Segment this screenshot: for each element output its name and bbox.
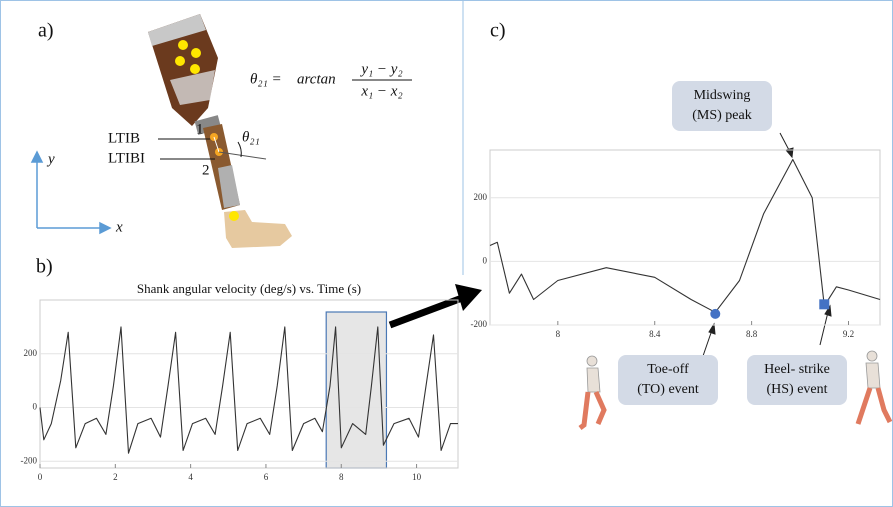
x-tick-label: 10 — [412, 472, 422, 482]
x-tick-label: 8.8 — [746, 329, 758, 339]
event-marker — [819, 299, 830, 310]
x-tick-label: 4 — [188, 472, 193, 482]
x-tick-label: 8 — [339, 472, 344, 482]
formula-lhs: θ₂₁ = — [250, 71, 282, 87]
point-label: 1 — [196, 121, 204, 137]
plot-area — [489, 149, 881, 326]
axis-letter: x — [115, 219, 123, 235]
angle-label: θ₂₁ — [242, 129, 260, 145]
x-tick-label: 8.4 — [649, 329, 661, 339]
annotation-text: Toe-off — [647, 362, 689, 377]
annotation-text: (HS) event — [766, 382, 827, 397]
panel-label: b) — [36, 256, 53, 278]
y-tick-label: 200 — [24, 348, 38, 358]
x-tick-label: 9.2 — [843, 329, 854, 339]
marker-label: LTIB — [108, 130, 140, 146]
annotation-box — [747, 355, 847, 405]
point-label: 2 — [202, 162, 210, 178]
axis-letter: y — [46, 151, 55, 167]
prosthesis — [148, 14, 292, 248]
y-tick-label: -200 — [471, 319, 488, 329]
annotation-text: (MS) peak — [692, 108, 752, 123]
signal-line — [39, 326, 458, 454]
zoom-arrow — [388, 284, 482, 329]
plot-area — [39, 299, 459, 469]
annotation-box — [672, 81, 772, 131]
annotation-text: Heel- strike — [764, 362, 830, 377]
event-marker — [710, 308, 721, 319]
annotation-text: Midswing — [694, 88, 751, 103]
marker-label: LTIBI — [108, 150, 145, 166]
x-tick-label: 2 — [113, 472, 118, 482]
annotation-text: (TO) event — [637, 382, 699, 397]
chart-title: Shank angular velocity (deg/s) vs. Time … — [137, 281, 361, 296]
panel-label: a) — [38, 20, 54, 42]
formula-fn: arctan — [297, 71, 336, 87]
y-tick-label: 0 — [33, 402, 38, 412]
x-tick-label: 8 — [556, 329, 561, 339]
signal-line — [489, 158, 881, 313]
walker — [855, 350, 893, 425]
y-tick-label: 200 — [474, 192, 488, 202]
axes-icon — [30, 150, 112, 235]
y-tick-label: 0 — [483, 255, 488, 265]
walker — [578, 355, 607, 430]
panel-label: c) — [490, 20, 506, 42]
formula-num: y₁ − y₂ — [359, 61, 402, 77]
y-tick-label: -200 — [21, 455, 38, 465]
x-tick-label: 0 — [38, 472, 43, 482]
annotation-pointer — [702, 132, 832, 357]
x-tick-label: 6 — [264, 472, 269, 482]
formula-den: x₁ − x₂ — [360, 83, 402, 99]
annotation-box — [618, 355, 718, 405]
